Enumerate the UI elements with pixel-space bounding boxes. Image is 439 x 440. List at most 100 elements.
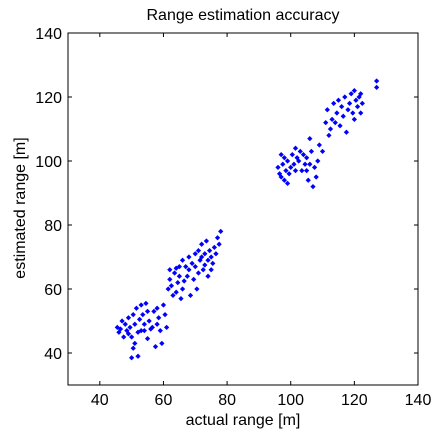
x-tick-label: 100 <box>277 392 304 409</box>
data-point <box>340 113 346 119</box>
data-point <box>374 84 380 91</box>
data-point <box>281 155 287 161</box>
data-point <box>345 107 351 113</box>
data-point <box>296 158 302 164</box>
y-tick-label: 40 <box>44 346 62 363</box>
data-point <box>206 247 213 254</box>
data-point <box>144 335 151 342</box>
data-point <box>342 94 348 100</box>
x-tick-label: 60 <box>155 392 173 409</box>
data-point <box>125 331 132 337</box>
data-point <box>179 286 186 292</box>
data-point <box>358 110 364 116</box>
data-point <box>140 311 146 318</box>
data-point <box>300 151 307 158</box>
data-point <box>348 91 354 97</box>
data-point <box>359 100 365 107</box>
data-point <box>186 254 192 260</box>
data-point <box>327 126 334 132</box>
axis-ticks: 40 60 80 100 120 140 40 60 80 100 120 140 <box>35 26 431 409</box>
data-point <box>159 340 165 347</box>
data-point <box>351 116 357 123</box>
data-point <box>173 289 179 295</box>
data-point <box>283 167 289 174</box>
data-point <box>176 263 182 270</box>
data-point <box>308 148 315 155</box>
data-point <box>167 276 173 283</box>
data-point <box>332 119 338 126</box>
data-point <box>313 174 319 180</box>
data-point <box>154 305 160 311</box>
data-point <box>205 257 211 263</box>
data-point <box>195 247 202 254</box>
data-point <box>195 270 202 276</box>
data-point <box>358 91 364 97</box>
data-point <box>133 305 140 311</box>
chart-title: Range estimation accuracy <box>147 7 340 24</box>
data-point <box>149 324 155 331</box>
data-point <box>353 97 359 103</box>
data-point <box>187 292 194 299</box>
data-point <box>199 241 205 247</box>
y-tick-label: 80 <box>44 218 62 235</box>
data-point <box>146 318 152 324</box>
data-point <box>208 254 214 260</box>
data-point <box>337 123 343 129</box>
data-point <box>331 100 337 107</box>
data-point <box>305 177 311 183</box>
plot-frame <box>67 32 419 386</box>
data-point <box>310 183 316 190</box>
data-point <box>191 276 197 283</box>
data-point <box>286 171 292 177</box>
data-point <box>311 164 318 171</box>
data-point <box>186 267 192 273</box>
data-point <box>178 295 184 302</box>
data-point <box>343 129 350 135</box>
data-point <box>130 311 136 318</box>
data-point <box>211 244 217 251</box>
data-point <box>152 343 159 350</box>
data-point <box>208 267 214 273</box>
data-point <box>351 87 357 94</box>
data-point <box>160 302 167 308</box>
data-point <box>129 334 135 340</box>
data-point <box>202 262 208 268</box>
data-point <box>297 148 303 155</box>
data-point <box>218 228 224 235</box>
data-point <box>175 279 181 286</box>
data-point <box>339 103 345 110</box>
y-tick-label: 140 <box>35 26 62 43</box>
data-point <box>284 158 291 164</box>
data-point <box>374 78 380 84</box>
data-point <box>121 334 127 340</box>
data-point <box>292 145 299 151</box>
data-point <box>119 318 125 324</box>
data-point <box>210 260 216 267</box>
data-point <box>278 151 284 158</box>
data-point <box>324 107 330 113</box>
data-point <box>141 321 147 327</box>
data-point <box>200 267 206 273</box>
data-point <box>304 167 310 174</box>
data-point <box>329 116 335 123</box>
y-tick-label: 60 <box>44 282 62 299</box>
data-point <box>213 251 219 257</box>
data-points <box>114 78 380 361</box>
plot-area <box>67 32 419 386</box>
x-axis-label: actual range [m] <box>186 412 301 429</box>
data-point <box>199 254 205 260</box>
data-point <box>168 283 175 289</box>
data-point <box>350 110 356 116</box>
data-point <box>202 251 208 257</box>
data-point <box>299 167 305 174</box>
data-point <box>117 326 124 332</box>
data-point <box>154 321 160 327</box>
data-point <box>132 321 138 327</box>
data-point <box>156 315 162 321</box>
data-point <box>143 300 149 307</box>
data-point <box>151 308 157 315</box>
data-point <box>214 235 221 241</box>
data-point <box>157 327 163 334</box>
data-point <box>319 148 326 155</box>
